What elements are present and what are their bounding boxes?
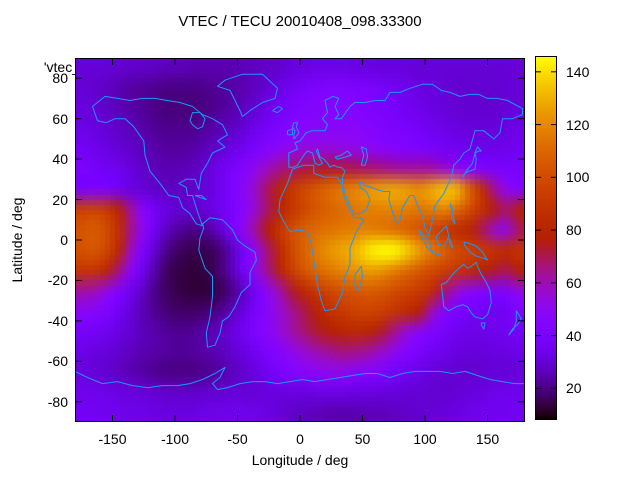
y-tick-label: -60 <box>47 353 68 370</box>
x-tick-label: -150 <box>98 431 127 447</box>
coastline-uk <box>292 122 300 140</box>
coastline-java <box>431 251 445 257</box>
colorbar-tick-label: 120 <box>566 116 590 133</box>
x-axis-label: Longitude / deg <box>251 452 349 468</box>
coastline-australia <box>440 261 492 320</box>
y-tick-label: 80 <box>52 70 68 87</box>
colorbar-gradient <box>535 56 557 420</box>
x-tick-label: 150 <box>475 431 500 447</box>
coastline-antarctica <box>75 366 525 391</box>
coastline-north_america <box>92 95 228 227</box>
colorbar-tick-label: 60 <box>566 274 582 291</box>
colorbar-tick-label: 100 <box>566 169 590 186</box>
x-tick-label: 0 <box>296 431 304 447</box>
y-tick-label: 20 <box>52 191 68 208</box>
coastline-greenland <box>217 73 278 117</box>
coastline-africa <box>278 164 365 312</box>
y-tick-label: -20 <box>47 272 68 289</box>
coastline-new_guinea <box>463 241 488 261</box>
coastline-eurasia <box>288 83 523 237</box>
coastline-iceland <box>272 106 283 114</box>
coastline-south_america <box>198 217 257 348</box>
coastline-cuba <box>194 195 207 201</box>
coastline-madagascar <box>354 265 363 292</box>
y-tick-label: 40 <box>52 151 68 168</box>
x-tick-label: 50 <box>354 431 371 447</box>
plot-title: VTEC / TECU 20010408_098.33300 <box>178 13 422 30</box>
coastline-caspian_sea <box>360 146 368 166</box>
coastlines-overlay <box>75 73 525 391</box>
y-tick-label: 0 <box>60 232 68 248</box>
legend-key-label: 'vtec_ <box>43 59 80 75</box>
coastline-new_zealand <box>508 310 522 336</box>
coastline-borneo <box>435 225 450 247</box>
colorbar-tick-label: 20 <box>566 380 582 397</box>
coastline-tasmania <box>480 322 486 330</box>
coastline-philippines <box>449 203 456 225</box>
y-tick-label: 60 <box>52 110 68 127</box>
coastline-sulawesi <box>448 237 453 249</box>
colorbar-tick-label: 80 <box>566 222 582 239</box>
y-tick-label: -40 <box>47 312 68 329</box>
coastline-black_sea <box>334 150 352 160</box>
colorbar-tick-label: 140 <box>566 63 590 80</box>
x-tick-label: 100 <box>413 431 437 447</box>
x-tick-label: -100 <box>160 431 190 447</box>
colorbar-tick-label: 40 <box>566 327 582 344</box>
y-tick-label: -80 <box>47 393 68 410</box>
coastline-sumatra <box>418 229 433 253</box>
coastline-ireland <box>287 128 293 136</box>
x-tick-label: -50 <box>227 431 248 447</box>
